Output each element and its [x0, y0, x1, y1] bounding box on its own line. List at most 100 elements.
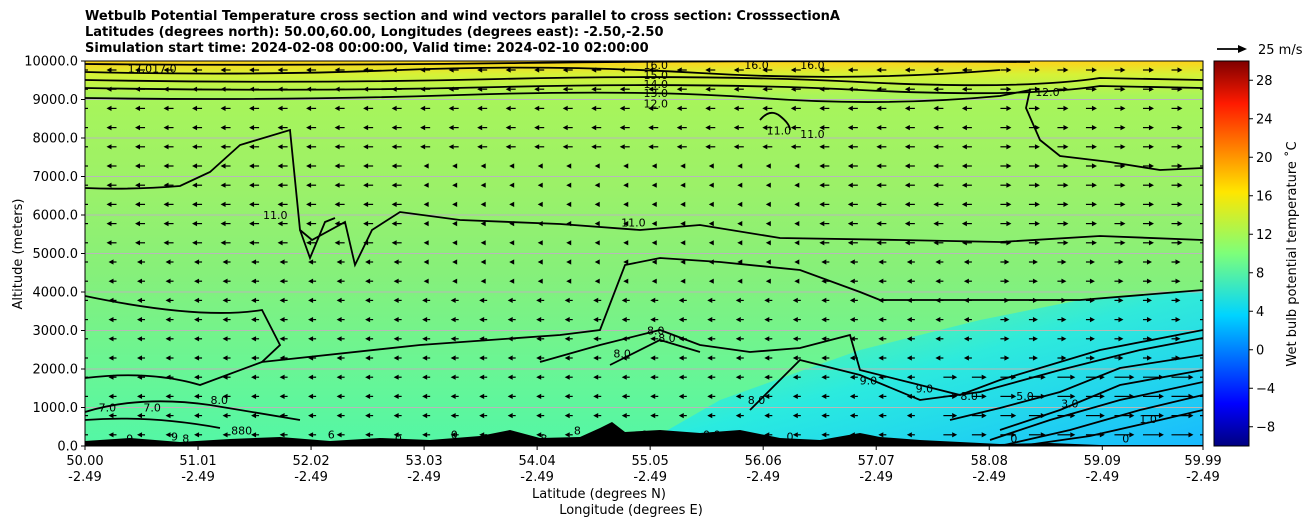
- wind-vector-head: [279, 393, 285, 399]
- y-tick-label: 4000.0: [33, 286, 79, 301]
- wind-vector-head: [1004, 336, 1010, 342]
- wind-vector-head: [648, 86, 654, 92]
- wind-vector-head: [819, 144, 825, 150]
- wind-vector-head: [1206, 221, 1211, 226]
- wind-vector-head: [790, 144, 796, 150]
- wind-vector-head: [594, 259, 600, 265]
- wind-vector-head: [78, 183, 83, 188]
- x-axis-label-latitude: Latitude (degrees N): [532, 487, 666, 502]
- wind-vector-head: [106, 105, 112, 111]
- wind-vector-head: [876, 105, 882, 111]
- wind-vector-head: [821, 374, 827, 380]
- wind-vector-head: [308, 259, 314, 265]
- wind-vector-head: [935, 278, 941, 284]
- wind-vector-head: [680, 182, 686, 188]
- wind-vector-head: [452, 240, 458, 246]
- wind-vector-head: [906, 432, 912, 438]
- wind-vector-head: [393, 374, 399, 380]
- wind-vector-head: [479, 393, 485, 399]
- wind-vector-head: [705, 144, 711, 150]
- wind-vector-head: [1148, 125, 1154, 131]
- wind-vector-head: [708, 240, 714, 246]
- wind-vector-head: [480, 182, 486, 188]
- wind-vector-head: [792, 374, 798, 380]
- x-axis: 50.00-2.4951.01-2.4952.02-2.4953.03-2.49…: [66, 446, 1222, 485]
- wind-vector-head: [135, 144, 141, 150]
- wind-vector-head: [819, 182, 825, 188]
- wind-vector-head: [365, 317, 371, 323]
- wind-vector-head: [764, 317, 770, 323]
- wind-vector-head: [277, 125, 283, 131]
- wind-vector-head: [1034, 221, 1040, 227]
- wind-vector-head: [78, 221, 83, 226]
- wind-vector-head: [1006, 163, 1012, 169]
- contour-15: [85, 66, 1001, 78]
- wind-vector-head: [536, 432, 542, 438]
- wind-vector-head: [1006, 86, 1012, 92]
- wind-vector-head: [163, 221, 169, 227]
- y-tick-label: 2000.0: [33, 363, 79, 378]
- wind-vector-head: [933, 163, 939, 169]
- wind-vector-head: [363, 201, 369, 207]
- wind-vector-head: [1091, 201, 1097, 207]
- wind-vector-head: [847, 221, 853, 227]
- wind-vector-head: [422, 336, 428, 342]
- wind-vector-head: [566, 259, 572, 265]
- wind-vector-head: [163, 67, 169, 73]
- wind-vector-head: [509, 182, 515, 188]
- wind-vector-head: [306, 125, 312, 131]
- wind-vector-head: [108, 413, 114, 419]
- wind-vector-head: [308, 432, 314, 438]
- wind-vector-head: [306, 163, 312, 169]
- wind-vector-head: [78, 67, 83, 72]
- wind-vector-head: [365, 336, 371, 342]
- wind-vector-head: [876, 67, 882, 73]
- wind-vector-head: [108, 432, 114, 438]
- wind-vector-head: [906, 317, 912, 323]
- colorbar-label: Wet bulb potential temperature ˚C: [1284, 141, 1300, 366]
- wind-vector-head: [220, 67, 226, 73]
- contour-label: 17.017.0: [128, 63, 177, 76]
- wind-vector-head: [621, 413, 627, 419]
- colorbar: −8 −4 0 4 8 12 16 20 24 28 Wet bulb potential tem…: [1213, 60, 1300, 447]
- wind-vector-head: [422, 374, 428, 380]
- wind-vector-head: [452, 259, 458, 265]
- contour-label: 8.0: [748, 394, 766, 407]
- wind-vector-head: [165, 413, 171, 419]
- wind-vector-head: [423, 221, 429, 227]
- wind-vector-head: [220, 163, 226, 169]
- wind-vector-head: [1206, 202, 1211, 207]
- wind-vector-head: [707, 297, 713, 303]
- wind-vector-head: [536, 317, 542, 323]
- y-tick-label: 0.0: [57, 440, 78, 455]
- wind-vector-head: [623, 163, 629, 169]
- wind-vector-head: [591, 144, 597, 150]
- wind-vector-head: [849, 259, 855, 265]
- wind-vector-head: [165, 259, 171, 265]
- wind-vector-head: [594, 278, 600, 284]
- contour-label: 11.0: [621, 217, 646, 230]
- wind-vector-head: [794, 259, 800, 265]
- x-tick-label-lon: -2.49: [68, 470, 102, 485]
- wind-vector-head: [1091, 144, 1097, 150]
- wind-vector-head: [593, 297, 599, 303]
- wind-vector-head: [450, 336, 456, 342]
- chart-title-line-1: Wetbulb Potential Temperature cross sect…: [85, 9, 840, 24]
- contour-label: 16.0: [644, 59, 669, 72]
- wind-vector-head: [849, 374, 855, 380]
- wind-vector-head: [961, 86, 967, 92]
- wind-vector-head: [106, 144, 112, 150]
- wind-vector-head: [819, 105, 825, 111]
- wind-vector-head: [106, 201, 112, 207]
- contour-label: 8: [182, 432, 189, 445]
- wind-vector-head: [1158, 393, 1164, 399]
- wind-vector-head: [678, 374, 684, 380]
- wind-vector-head: [792, 432, 798, 438]
- wind-vector-head: [792, 355, 798, 361]
- wind-vector-head: [363, 182, 369, 188]
- wind-vector-head: [847, 144, 853, 150]
- wind-vector-head: [108, 317, 114, 323]
- wind-vector-head: [904, 105, 910, 111]
- chart-title-line-3: Simulation start time: 2024-02-08 00:00:…: [85, 41, 649, 56]
- wind-vector-head: [847, 125, 853, 131]
